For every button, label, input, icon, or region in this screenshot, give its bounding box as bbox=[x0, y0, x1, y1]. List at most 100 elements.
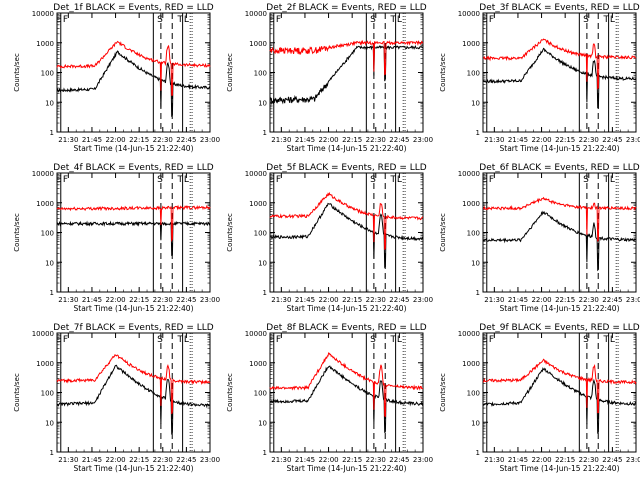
panel-8: Det_8f BLACK = Events, RED = LLD 1 10 100 10… bbox=[226, 323, 433, 473]
series-line-lld bbox=[56, 204, 211, 242]
y-tick-label: 1000 bbox=[249, 40, 267, 48]
y-tick-label: 10 bbox=[471, 259, 480, 267]
x-axis-label: Start Time (14-Jun-15 21:22:40) bbox=[287, 144, 407, 153]
y-axis-label: Counts/sec bbox=[226, 213, 234, 252]
series-line-lld bbox=[483, 196, 637, 242]
x-tick-label: 22:30 bbox=[366, 296, 386, 304]
x-tick-label: 23:00 bbox=[413, 456, 433, 464]
y-axis-label: Counts/sec bbox=[13, 53, 21, 92]
y-tick-label: 1 bbox=[50, 129, 54, 137]
marker-label: F bbox=[489, 15, 494, 25]
panel-title: Det_2f BLACK = Events, RED = LLD bbox=[266, 3, 426, 13]
y-tick-label: 10000 bbox=[458, 10, 480, 18]
marker-label: S bbox=[583, 335, 589, 345]
marker-label: F bbox=[276, 175, 281, 185]
x-axis-label: Start Time (14-Jun-15 21:22:40) bbox=[74, 464, 194, 473]
plot-frame bbox=[482, 172, 637, 293]
x-tick-label: 23:00 bbox=[626, 136, 640, 144]
y-tick-label: 100 bbox=[467, 70, 480, 78]
x-axis-label: Start Time (14-Jun-15 21:22:40) bbox=[500, 144, 620, 153]
x-tick-label: 22:15 bbox=[555, 296, 575, 304]
marker-label: F bbox=[489, 335, 494, 345]
x-tick-label: 23:00 bbox=[626, 296, 640, 304]
panel-title: Det_3f BLACK = Events, RED = LLD bbox=[479, 3, 639, 13]
x-tick-label: 21:45 bbox=[508, 136, 528, 144]
x-tick-label: 21:30 bbox=[271, 296, 291, 304]
marker-label: S bbox=[157, 15, 163, 25]
series-line-lld bbox=[56, 40, 211, 96]
y-tick-label: 100 bbox=[254, 390, 267, 398]
series-line-events bbox=[269, 202, 424, 268]
x-tick-label: 22:00 bbox=[531, 136, 551, 144]
marker-label: E bbox=[269, 335, 275, 345]
panel-7: Det_7f BLACK = Events, RED = LLD 1 10 100 10… bbox=[13, 323, 220, 473]
panel-3: Det_3f BLACK = Events, RED = LLD 1 10 100 10… bbox=[439, 3, 640, 153]
y-tick-label: 1000 bbox=[36, 40, 54, 48]
y-tick-label: 10 bbox=[45, 99, 54, 107]
plot-frame bbox=[269, 332, 424, 453]
y-tick-label: 1 bbox=[50, 449, 54, 457]
marker-label: F bbox=[63, 175, 68, 185]
x-tick-label: 23:00 bbox=[200, 136, 220, 144]
marker-label: F bbox=[276, 335, 281, 345]
x-axis-label: Start Time (14-Jun-15 21:22:40) bbox=[287, 464, 407, 473]
marker-label: L bbox=[184, 175, 189, 185]
marker-label: S bbox=[157, 175, 163, 185]
x-tick-label: 21:45 bbox=[295, 296, 315, 304]
x-tick-label: 22:15 bbox=[342, 296, 362, 304]
marker-label: T bbox=[603, 175, 610, 185]
x-axis-label: Start Time (14-Jun-15 21:22:40) bbox=[74, 144, 194, 153]
x-tick-label: 22:00 bbox=[318, 456, 338, 464]
plot-frame bbox=[482, 12, 637, 133]
x-tick-label: 22:45 bbox=[602, 296, 622, 304]
x-tick-label: 22:00 bbox=[105, 296, 125, 304]
x-tick-label: 22:00 bbox=[318, 296, 338, 304]
x-tick-label: 21:30 bbox=[484, 296, 504, 304]
marker-label: T bbox=[390, 175, 397, 185]
series-line-events bbox=[56, 50, 211, 117]
marker-label: L bbox=[397, 175, 402, 185]
y-tick-label: 1 bbox=[50, 289, 54, 297]
y-tick-label: 1000 bbox=[249, 360, 267, 368]
panel-title: Det_5f BLACK = Events, RED = LLD bbox=[266, 163, 426, 173]
marker-label: T bbox=[603, 335, 610, 345]
marker-label: L bbox=[610, 335, 615, 345]
y-tick-label: 1 bbox=[476, 289, 480, 297]
x-tick-label: 22:15 bbox=[129, 456, 149, 464]
panel-2: Det_2f BLACK = Events, RED = LLD 1 10 100 10… bbox=[226, 3, 433, 153]
x-tick-label: 21:30 bbox=[484, 136, 504, 144]
y-tick-label: 1000 bbox=[462, 40, 480, 48]
y-tick-label: 1000 bbox=[36, 200, 54, 208]
x-tick-label: 21:45 bbox=[295, 456, 315, 464]
panel-title: Det_8f BLACK = Events, RED = LLD bbox=[266, 323, 426, 333]
x-axis-label: Start Time (14-Jun-15 21:22:40) bbox=[287, 304, 407, 313]
x-tick-label: 22:00 bbox=[105, 456, 125, 464]
panel-title: Det_4f BLACK = Events, RED = LLD bbox=[53, 163, 213, 173]
marker-label: L bbox=[184, 15, 189, 25]
y-tick-label: 10000 bbox=[245, 10, 267, 18]
x-tick-label: 22:30 bbox=[579, 456, 599, 464]
x-tick-label: 22:45 bbox=[602, 456, 622, 464]
plot-frame bbox=[56, 12, 211, 133]
y-tick-label: 1000 bbox=[249, 200, 267, 208]
y-axis-label: Counts/sec bbox=[13, 373, 21, 412]
x-tick-label: 22:00 bbox=[531, 296, 551, 304]
x-tick-label: 22:15 bbox=[342, 136, 362, 144]
x-tick-label: 21:45 bbox=[508, 296, 528, 304]
y-tick-label: 100 bbox=[41, 390, 54, 398]
y-tick-label: 10 bbox=[471, 419, 480, 427]
y-tick-label: 1 bbox=[476, 449, 480, 457]
marker-label: E bbox=[269, 15, 275, 25]
y-tick-label: 10 bbox=[45, 419, 54, 427]
y-axis-label: Counts/sec bbox=[226, 373, 234, 412]
y-tick-label: 10000 bbox=[245, 170, 267, 178]
x-tick-label: 21:30 bbox=[271, 136, 291, 144]
x-tick-label: 23:00 bbox=[626, 456, 640, 464]
marker-label: E bbox=[482, 15, 488, 25]
x-tick-label: 21:30 bbox=[271, 456, 291, 464]
x-tick-label: 22:15 bbox=[129, 296, 149, 304]
y-tick-label: 10000 bbox=[32, 330, 54, 338]
series-line-lld bbox=[269, 352, 424, 418]
x-axis-label: Start Time (14-Jun-15 21:22:40) bbox=[500, 304, 620, 313]
marker-label: E bbox=[56, 335, 62, 345]
